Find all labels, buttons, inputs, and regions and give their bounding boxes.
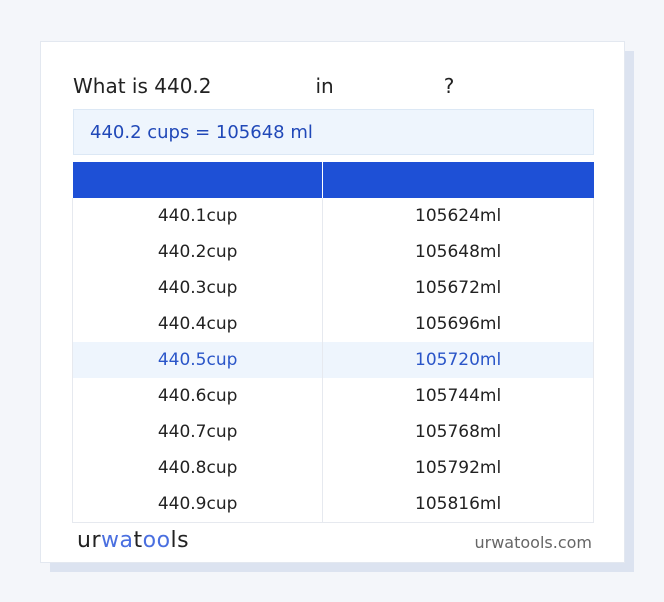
table-row: 440.5cup 105720ml [71,342,594,378]
table-row: 440.1cup 105624ml [71,198,594,234]
ml-cell: 105672ml [322,270,594,306]
cup-cell: 440.9cup [71,486,324,523]
ml-cell: 105792ml [322,450,594,486]
title-suffix: ? [443,74,455,98]
table-row: 440.7cup 105768ml [71,414,594,450]
ml-cell: 105696ml [322,306,594,342]
conversion-table: 440.1cup 105624ml 440.2cup 105648ml 440.3cup… [71,162,594,523]
cup-cell: 440.1cup [71,198,324,234]
cup-cell: 440.2cup [71,234,324,270]
site-link[interactable]: urwatools.com [474,533,593,552]
converter-card: What is 440.2 in? 440.2 cups = 105648 ml … [40,41,625,563]
cup-cell: 440.8cup [71,450,324,486]
table-row: 440.3cup 105672ml [71,270,594,306]
result-box: 440.2 cups = 105648 ml [73,109,594,155]
cup-cell: 440.7cup [71,414,324,450]
table-row: 440.6cup 105744ml [71,378,594,414]
ml-cell: 105816ml [322,486,594,523]
ml-cell: 105744ml [322,378,594,414]
cup-cell: 440.4cup [71,306,324,342]
question-title: What is 440.2 in? [73,74,454,98]
ml-cell: 105648ml [322,234,594,270]
ml-cell: 105768ml [322,414,594,450]
header-from [72,162,324,198]
table-row: 440.9cup 105816ml [71,486,594,523]
urwatools-logo: urwatools [77,528,190,553]
table-row: 440.2cup 105648ml [71,234,594,270]
ml-cell: 105720ml [322,342,594,378]
cup-cell: 440.5cup [71,342,324,378]
title-middle: in [315,74,334,98]
cup-cell: 440.3cup [71,270,324,306]
title-prefix: What is 440.2 [73,74,212,98]
cup-cell: 440.6cup [71,378,324,414]
table-row: 440.8cup 105792ml [71,450,594,486]
ml-cell: 105624ml [322,198,594,234]
table-row: 440.4cup 105696ml [71,306,594,342]
header-to [322,162,594,198]
